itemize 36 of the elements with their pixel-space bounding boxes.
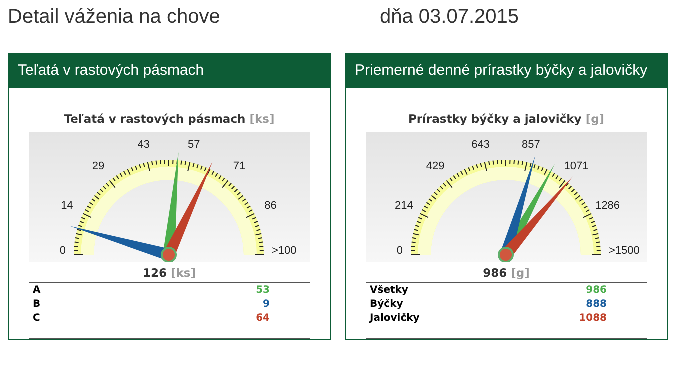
text: 1286 [596, 200, 620, 212]
text: 29 [92, 160, 105, 173]
text: Prírastky býčky a jalovičky [g] [407, 112, 606, 128]
text: >100 [272, 245, 297, 258]
category-label: C [32, 312, 42, 325]
category-label: B [32, 298, 42, 311]
text: 14 [61, 200, 74, 212]
data-label: 1088 [578, 312, 608, 325]
data-label: 888 [585, 298, 608, 311]
text: 86 [264, 200, 277, 212]
text: 57 [188, 138, 200, 151]
data-label: 986 [585, 284, 608, 297]
text: >1500 [609, 245, 640, 258]
data-label: 53 [255, 284, 271, 297]
data-label: 9 [262, 298, 271, 311]
text: 1071 [564, 160, 589, 173]
text: 0 [60, 245, 66, 258]
text: 0 [396, 245, 403, 258]
text: Teľatá v rastových pásmach [ks] [63, 112, 276, 128]
text: 214 [395, 200, 414, 212]
category-label: Všetky [369, 284, 410, 297]
category-label: Býčky [369, 298, 404, 311]
text: 857 [522, 138, 540, 151]
text: 43 [138, 138, 150, 151]
category-label: A [32, 284, 42, 297]
category-label: Jalovičky [368, 312, 421, 325]
text: 71 [233, 160, 246, 173]
text: 643 [472, 138, 490, 151]
text: 986 [g] [482, 265, 531, 282]
text: 429 [426, 160, 445, 173]
text: Priemerné denné prírastky býčky a jalovičky [346, 54, 667, 88]
data-label: 64 [255, 312, 271, 325]
text: Detail váženia na chove [8, 6, 220, 29]
text: dňa 03.07.2015 [380, 6, 520, 29]
text: Teľatá v rastových pásmach [9, 54, 330, 88]
text: 126 [ks] [142, 265, 198, 282]
